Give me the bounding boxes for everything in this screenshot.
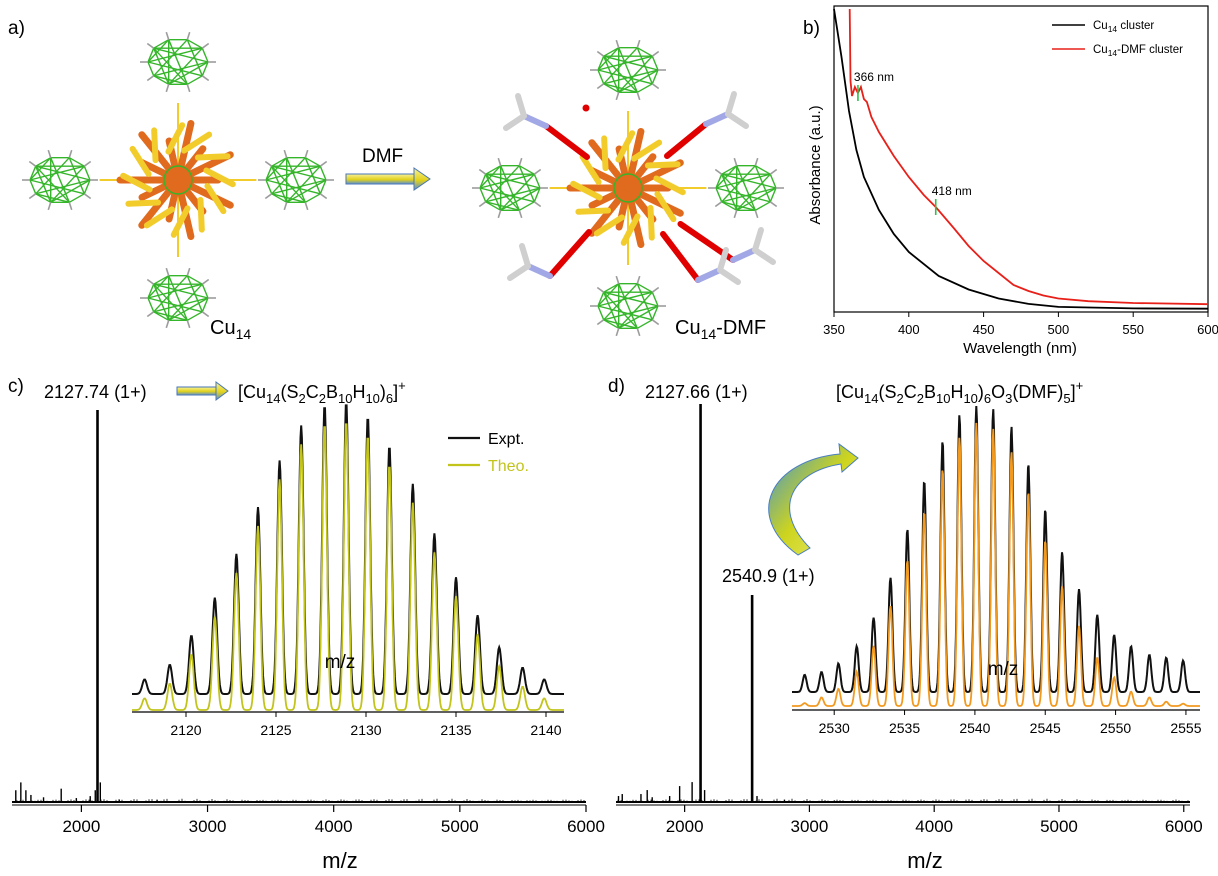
xtick-label: 3000 — [790, 817, 828, 836]
chart-d-inset-xlabel: m/z — [988, 659, 1019, 680]
inset-theo-curve — [132, 423, 564, 711]
chart-b-xlabel: Wavelength (nm) — [963, 340, 1077, 357]
formula-d: [Cu14(S2C2B10H10)6O3(DMF)5]+ — [836, 378, 1083, 406]
chart-b-xtick-label: 600 — [1197, 322, 1218, 337]
inset-xtick-label: 2530 — [819, 720, 850, 736]
dmf-arrow: DMF — [345, 146, 431, 191]
inset-xtick-label: 2120 — [170, 722, 201, 738]
inset-xtick-label: 2130 — [350, 722, 381, 738]
carborane-cage — [22, 149, 98, 211]
chart-c-main: 2000 3000 4000 5000 6000 — [12, 410, 605, 836]
formula-c: [Cu14(S2C2B10H10)6]+ — [238, 378, 406, 406]
cu14-dmf-structure — [472, 39, 784, 337]
legend-label-cu14-dmf: Cu14-DMF cluster — [1093, 44, 1183, 58]
chart-b-xtick-label: 500 — [1048, 322, 1070, 337]
panel-label-a: a) — [8, 18, 25, 39]
curved-arrow-d — [768, 442, 859, 556]
panel-label-d: d) — [608, 376, 625, 397]
legend-label-theo: Theo. — [488, 458, 529, 475]
xtick-label: 4000 — [915, 817, 953, 836]
chart-d-xlabel: m/z — [907, 848, 942, 873]
chart-d-main: 2000 3000 4000 5000 6000 — [616, 404, 1203, 836]
carborane-cage — [590, 275, 666, 337]
panel-b-absorbance-chart: b) 350 400 450 500 550 600 366 nm 418 nm Cu14 … — [803, 5, 1218, 357]
panel-a-structures: a) DMF Cu14 Cu14-DMF — [8, 18, 784, 342]
inset-xtick-label: 2140 — [530, 722, 561, 738]
dmf-ligand — [503, 93, 590, 160]
dmf-arrow-label: DMF — [362, 146, 403, 167]
dmf-ligand — [660, 231, 741, 285]
chart-c-xlabel: m/z — [322, 848, 357, 873]
xtick-label: 3000 — [189, 817, 227, 836]
oxygen-atom — [582, 104, 590, 112]
panel-c-mass-spectrum: c) 2127.74 (1+) [Cu14(S2C2B10H10)6]+ 200… — [8, 376, 605, 873]
carborane-cage — [590, 39, 666, 101]
panel-label-c: c) — [8, 376, 24, 397]
chart-b-series-0 — [833, 8, 1209, 310]
legend-label-expt: Expt. — [488, 431, 524, 448]
xtick-label: 5000 — [1040, 817, 1078, 836]
carborane-cage — [140, 267, 216, 329]
carborane-cage — [708, 157, 784, 219]
xtick-label: 2000 — [62, 817, 100, 836]
chart-c-inset: 2120 2125 2130 2135 2140 — [132, 404, 564, 738]
inset-xtick-label: 2540 — [959, 720, 990, 736]
legend-label-cu14: Cu14 cluster — [1093, 20, 1154, 34]
panel-d-mass-spectrum: d) 2127.66 (1+) 2540.9 (1+) [Cu14(S2C2B1… — [608, 376, 1203, 873]
chart-b-annotation-label: 418 nm — [932, 184, 972, 198]
inset-xtick-label: 2555 — [1170, 720, 1201, 736]
chart-b-annotation-label: 366 nm — [854, 70, 894, 84]
chart-c-legend: Expt. Theo. — [448, 431, 529, 475]
chart-b-xtick-label: 450 — [973, 322, 995, 337]
chart-b-annotations: 366 nm 418 nm — [854, 70, 972, 215]
carborane-cage — [258, 149, 334, 211]
chart-b-xtick-label: 400 — [898, 322, 920, 337]
inset-xtick-label: 2125 — [260, 722, 291, 738]
xtick-label: 5000 — [441, 817, 479, 836]
xtick-label: 6000 — [1165, 817, 1203, 836]
peak-label-d-2: 2540.9 (1+) — [722, 566, 815, 586]
chart-b-frame — [833, 5, 1209, 313]
xtick-label: 4000 — [315, 817, 353, 836]
chart-c-inset-xlabel: m/z — [325, 652, 356, 673]
cluster-core — [566, 128, 686, 248]
cu14-structure — [22, 31, 334, 329]
carborane-cage — [472, 157, 548, 219]
cu14-dmf-label: Cu14-DMF — [675, 317, 766, 342]
formula-arrow-c — [176, 381, 229, 401]
chart-d-inset: 2530 2535 2540 2545 2550 2555 — [792, 405, 1202, 736]
chart-b-ylabel: Absorbance (a.u.) — [807, 105, 824, 224]
panel-label-b: b) — [803, 18, 820, 39]
chart-b-axes: 350 400 450 500 550 600 — [823, 5, 1218, 337]
carborane-cage — [140, 31, 216, 93]
inset-xtick-label: 2550 — [1100, 720, 1131, 736]
chart-b-xtick-label: 350 — [823, 322, 845, 337]
inset-theo-curve — [792, 422, 1200, 707]
chart-b-xtick-label: 550 — [1122, 322, 1144, 337]
inset-xtick-label: 2535 — [889, 720, 920, 736]
chart-b-legend: Cu14 cluster Cu14-DMF cluster — [1052, 20, 1183, 58]
inset-xtick-label: 2545 — [1030, 720, 1061, 736]
cluster-core — [116, 120, 236, 240]
xtick-label: 2000 — [666, 817, 704, 836]
xtick-label: 6000 — [567, 817, 605, 836]
dmf-ligand — [664, 91, 749, 159]
dmf-ligand — [507, 229, 592, 281]
peak-label-d-1: 2127.66 (1+) — [645, 382, 748, 402]
cu14-label: Cu14 — [210, 317, 251, 342]
peak-label-c: 2127.74 (1+) — [44, 382, 147, 402]
inset-xtick-label: 2135 — [440, 722, 471, 738]
